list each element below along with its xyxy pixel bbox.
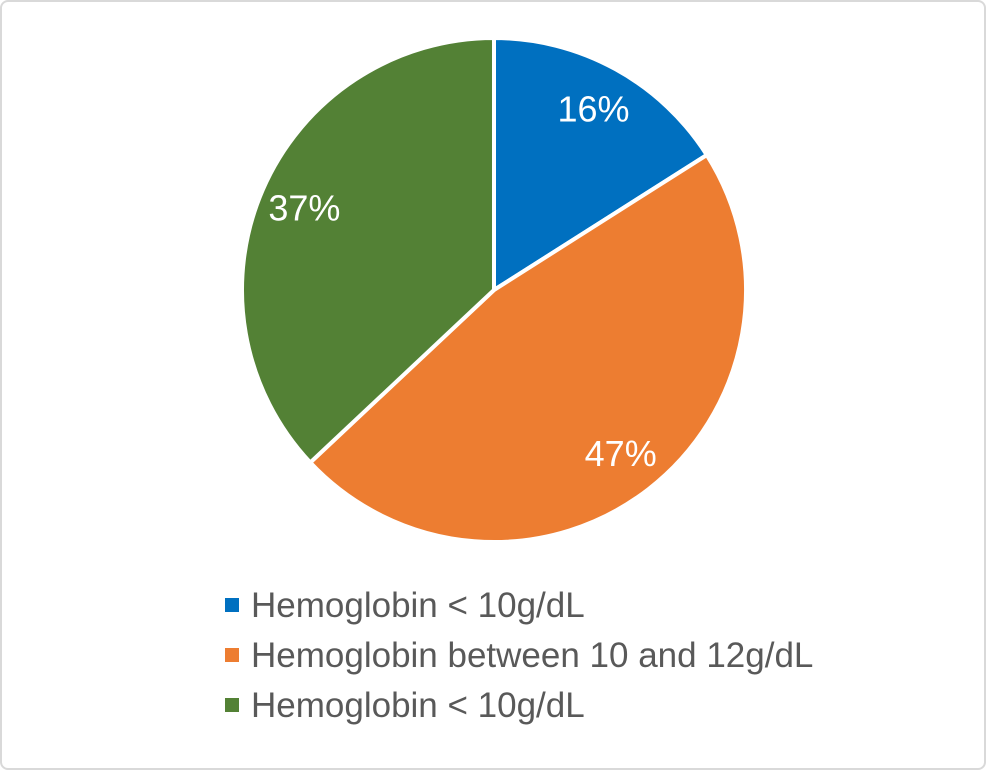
slice-percent-label-1: 47% — [585, 433, 657, 474]
legend: Hemoglobin < 10g/dL Hemoglobin between 10… — [225, 580, 813, 730]
legend-swatch-icon — [225, 698, 239, 712]
slice-percent-label-0: 16% — [557, 88, 629, 129]
legend-swatch-icon — [225, 648, 239, 662]
pie-slices — [240, 36, 749, 545]
pie-slice-1 — [308, 153, 749, 545]
legend-item-1: Hemoglobin between 10 and 12g/dL — [225, 630, 813, 680]
pie-slice-labels: 16% 47% 37% — [268, 88, 656, 473]
slice-percent-label-2: 37% — [268, 187, 340, 228]
legend-swatch-icon — [225, 598, 239, 612]
legend-label: Hemoglobin < 10g/dL — [251, 585, 585, 625]
legend-label: Hemoglobin < 10g/dL — [251, 685, 585, 725]
pie-slice-0 — [492, 36, 709, 292]
legend-label: Hemoglobin between 10 and 12g/dL — [251, 635, 814, 675]
legend-item-0: Hemoglobin < 10g/dL — [225, 580, 813, 630]
legend-item-2: Hemoglobin < 10g/dL — [225, 680, 813, 730]
pie-slice-2 — [240, 36, 496, 465]
